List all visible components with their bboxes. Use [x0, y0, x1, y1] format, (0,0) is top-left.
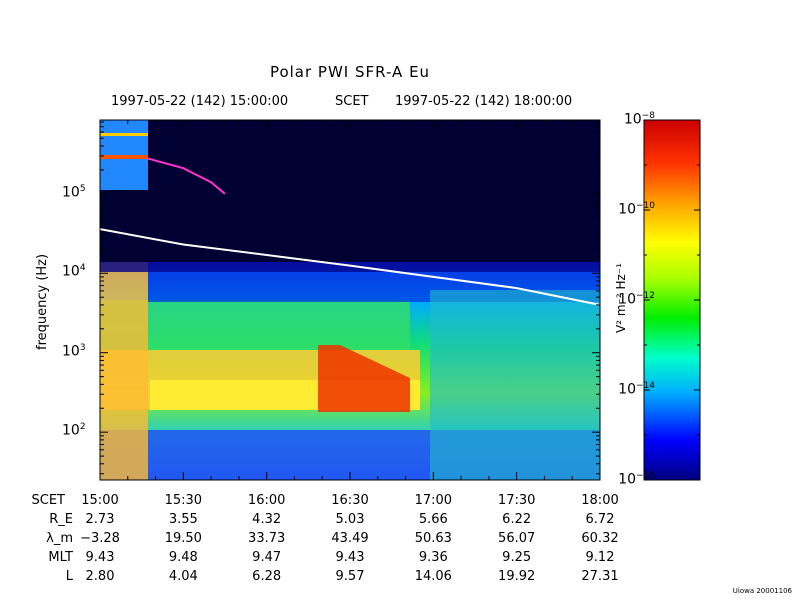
- y-tick-label: 104: [62, 263, 86, 280]
- ephemeris-cell: 2.73: [85, 512, 115, 527]
- spectrogram-dark-band: [100, 262, 600, 272]
- header-time-system: SCET: [335, 94, 369, 109]
- y-tick-label: 105: [62, 183, 86, 201]
- ephemeris-cell: 6.28: [252, 569, 282, 584]
- y-tick-exponent: 3: [79, 342, 86, 353]
- colorbar-tick-exponent: −8: [641, 111, 655, 121]
- ephemeris-cell: 50.63: [414, 531, 452, 546]
- ephemeris-cell: 33.73: [248, 531, 286, 546]
- colorbar-tick-label: 10−10: [618, 201, 655, 218]
- colorbar-tick-label: 10−16: [618, 471, 655, 488]
- header-start-time: 1997-05-22 (142) 15:00:00: [111, 94, 289, 109]
- colorbar-tick-exponent: −16: [636, 471, 655, 481]
- ephemeris-cell: 17:30: [497, 493, 536, 508]
- ephemeris-cell: 16:30: [331, 493, 369, 508]
- ephemeris-cell: 17:00: [414, 493, 453, 508]
- ephemeris-cell: 18:00: [581, 493, 619, 508]
- series-line-1: [146, 157, 226, 195]
- y-tick-exponent: 4: [79, 263, 86, 274]
- ephemeris-row-label: R_E: [49, 512, 73, 527]
- ephemeris-cell: 9.47: [252, 550, 282, 565]
- spectrogram-harmonic-line: [100, 155, 148, 159]
- series-line-0: [99, 228, 601, 306]
- colorbar-tick-label: 10−14: [618, 381, 655, 398]
- ephemeris-cell: 19.50: [164, 531, 202, 546]
- spectrogram-panel: [100, 120, 600, 480]
- spectrogram-first-interval-lower: [100, 262, 148, 480]
- colorbar-tick-label: 10−8: [623, 111, 655, 128]
- ephemeris-row-label: L: [65, 569, 73, 584]
- ephemeris-cell: 4.32: [252, 512, 282, 527]
- ephemeris-cell: 6.72: [585, 512, 615, 527]
- ephemeris-cell: 15:00: [81, 493, 119, 508]
- ephemeris-cell: 6.22: [502, 512, 532, 527]
- ephemeris-cell: 27.31: [581, 569, 619, 584]
- spectrogram-right-region: [430, 290, 600, 480]
- ephemeris-cell: 19.92: [498, 569, 536, 584]
- ephemeris-cell: 2.80: [85, 569, 115, 584]
- ephemeris-cell: 9.25: [502, 550, 532, 565]
- y-tick-exponent: 5: [79, 183, 86, 194]
- ephemeris-cell: 3.55: [168, 512, 198, 527]
- colorbar-tick-exponent: −12: [636, 291, 655, 301]
- ephemeris-row-label: λ_m: [46, 531, 73, 546]
- ephemeris-cell: 16:00: [247, 493, 286, 508]
- ephemeris-row-label: MLT: [48, 550, 73, 565]
- header-end-time: 1997-05-22 (142) 18:00:00: [395, 94, 573, 109]
- plot-title: Polar PWI SFR-A Eu: [269, 63, 431, 81]
- ephemeris-cell: 14.06: [414, 569, 452, 584]
- colorbar-tick-exponent: −10: [636, 201, 655, 211]
- ephemeris-cell: −3.28: [80, 531, 120, 546]
- ephemeris-cell: 9.48: [168, 550, 198, 565]
- y-tick-exponent: 2: [79, 422, 86, 433]
- y-axis-label: frequency (Hz): [35, 253, 50, 350]
- ephemeris-cell: 9.12: [585, 550, 615, 565]
- ephemeris-cell: 60.32: [581, 531, 619, 546]
- spectrogram-harmonic-line-2: [100, 133, 148, 136]
- ephemeris-cell: 9.57: [335, 569, 365, 584]
- credit-text: Uiowa 20001106: [732, 587, 792, 595]
- ephemeris-cell: 15:30: [164, 493, 203, 508]
- ephemeris-row-label: SCET: [31, 493, 65, 508]
- colorbar: [643, 119, 701, 481]
- ephemeris-cell: 4.04: [168, 569, 198, 584]
- ephemeris-cell: 9.43: [335, 550, 365, 565]
- y-tick-label: 102: [62, 422, 86, 439]
- colorbar-tick-exponent: −14: [636, 381, 655, 391]
- ephemeris-cell: 9.36: [418, 550, 448, 565]
- ephemeris-cell: 5.66: [418, 512, 448, 527]
- ephemeris-cell: 5.03: [335, 512, 365, 527]
- ephemeris-cell: 9.43: [85, 550, 115, 565]
- ephemeris-cell: 56.07: [498, 531, 536, 546]
- colorbar-tick-label: 10−12: [618, 291, 655, 308]
- y-tick-label: 103: [62, 342, 86, 360]
- spectrogram-red-feature: [318, 345, 410, 412]
- ephemeris-cell: 43.49: [331, 531, 369, 546]
- colorbar-label: V² m⁻² Hz⁻¹: [614, 263, 628, 333]
